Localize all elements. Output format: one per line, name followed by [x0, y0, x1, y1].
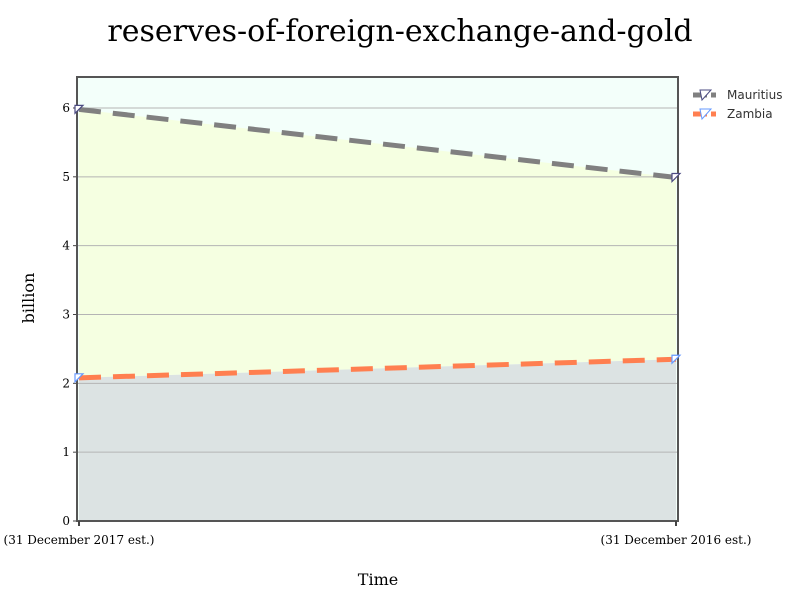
y-tick-label: 2 [62, 376, 70, 390]
legend: Mauritius Zambia [693, 88, 782, 121]
y-tick-label: 0 [62, 514, 70, 528]
legend-label-zambia: Zambia [727, 107, 773, 121]
x-tick-label: (31 December 2017 est.) [4, 533, 155, 547]
legend-marker-mauritius [699, 89, 713, 102]
y-tick-label: 3 [62, 307, 70, 321]
chart-title: reserves-of-foreign-exchange-and-gold [107, 14, 692, 49]
legend-label-mauritius: Mauritius [727, 88, 782, 102]
y-tick-label: 5 [62, 170, 70, 184]
y-axis-title: billion [19, 273, 38, 324]
x-tick-label: (31 December 2016 est.) [601, 533, 752, 547]
data-point-zambia [74, 373, 85, 384]
plot-area: 0 1 2 3 4 5 6 (31 December 2017 est.) (31 Decemb… [4, 76, 752, 547]
series-line-zambia [78, 356, 677, 381]
data-point-zambia [671, 354, 682, 365]
plot-frame [76, 76, 679, 522]
y-tick-label: 1 [62, 445, 70, 459]
y-tick-label: 6 [62, 101, 70, 115]
data-point-mauritius [671, 172, 682, 183]
area-zambia [79, 359, 676, 521]
y-tick-label: 4 [62, 239, 70, 253]
x-axis-title: Time [358, 570, 398, 589]
legend-marker-zambia [699, 108, 713, 121]
data-point-mauritius [74, 104, 85, 115]
